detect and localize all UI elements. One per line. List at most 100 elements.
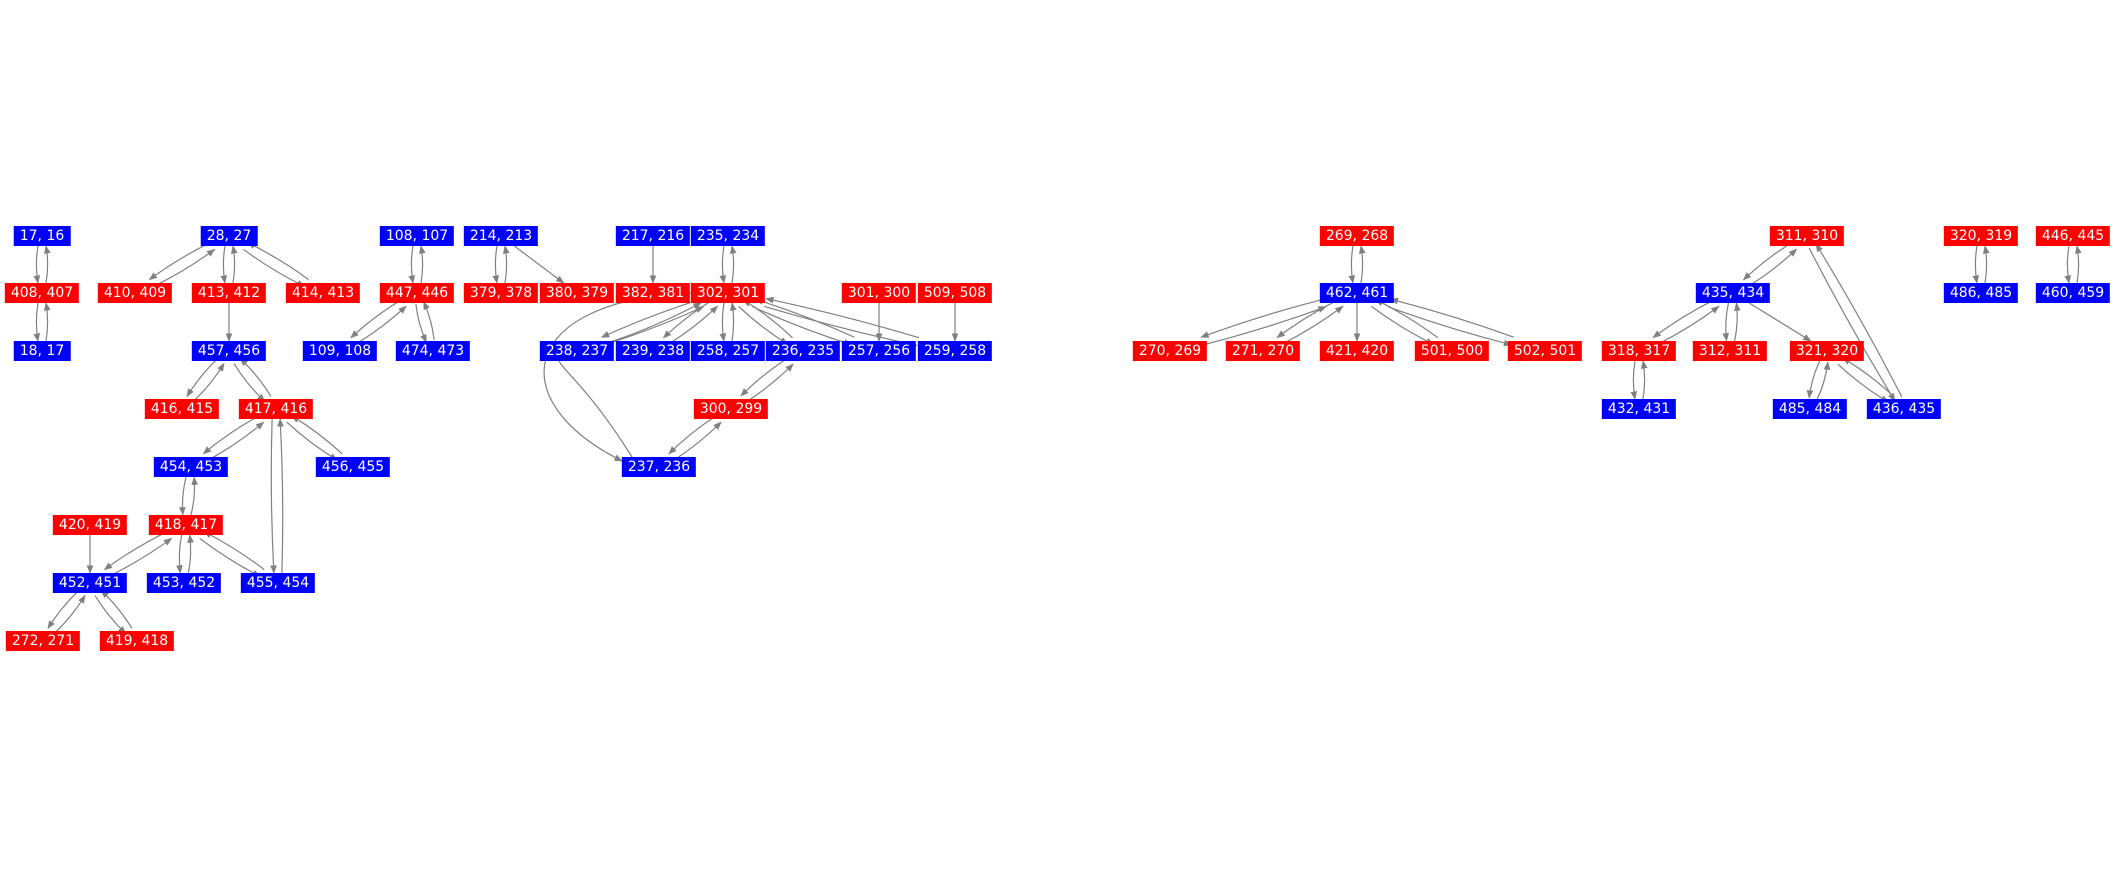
graph-edge	[350, 299, 402, 339]
graph-edge	[1841, 357, 1894, 397]
graph-node: 321, 320	[1789, 341, 1865, 361]
graph-edge	[270, 419, 277, 574]
graph-node: 455, 454	[240, 573, 316, 593]
graph-node: 239, 238	[615, 341, 691, 361]
graph-edge	[33, 245, 41, 284]
graph-node: 446, 445	[2035, 226, 2111, 246]
graph-node: 416, 415	[144, 399, 220, 419]
graph-edge	[742, 299, 793, 339]
graph-edge	[415, 303, 427, 343]
graph-edge	[1203, 306, 1327, 346]
graph-edge	[418, 245, 426, 284]
graph-node: 462, 461	[1319, 283, 1395, 303]
graph-node: 453, 452	[146, 573, 222, 593]
graph-edge	[1808, 247, 1896, 402]
graph-edge	[239, 357, 272, 397]
graph-node: 312, 311	[1692, 341, 1768, 361]
graph-node: 18, 17	[13, 341, 71, 361]
graph-node: 258, 257	[690, 341, 766, 361]
graph-edge	[108, 537, 173, 577]
graph-edge	[1652, 299, 1715, 339]
graph-edge	[43, 245, 51, 284]
graph-edge	[729, 302, 737, 342]
graph-edge	[719, 302, 727, 342]
graph-node: 452, 451	[52, 573, 128, 593]
graph-edge	[1972, 245, 1980, 284]
graph-edge	[1722, 302, 1730, 342]
graph-node: 269, 268	[1319, 226, 1395, 246]
graph-edge	[207, 421, 265, 461]
graph-node: 486, 485	[1943, 283, 2019, 303]
graph-edge	[233, 363, 266, 403]
graph-edge	[1374, 299, 1439, 339]
graph-node: 421, 420	[1319, 341, 1395, 361]
graph-edge	[192, 362, 225, 402]
graph-node: 214, 213	[463, 226, 539, 246]
graph-node: 318, 317	[1601, 341, 1677, 361]
graph-node: 380, 379	[539, 283, 615, 303]
graph-edge	[729, 245, 737, 284]
graph-node: 460, 459	[2035, 283, 2111, 303]
graph-node: 17, 16	[13, 226, 71, 246]
graph-edge	[1837, 363, 1890, 403]
graph-edge	[355, 305, 407, 345]
graph-edge	[408, 245, 416, 284]
graph-edge	[1276, 299, 1339, 339]
graph-node: 413, 412	[191, 283, 267, 303]
graph-node: 432, 431	[1601, 399, 1677, 419]
graph-edge	[1982, 245, 1990, 284]
graph-node: 237, 236	[621, 457, 697, 477]
graph-edge	[668, 415, 717, 455]
graph-node: 382, 381	[615, 283, 691, 303]
graph-edge	[246, 242, 309, 281]
graph-edge	[492, 245, 500, 284]
graph-node: 418, 417	[148, 515, 224, 535]
graph-edge	[47, 590, 80, 630]
graph-node: 271, 270	[1225, 341, 1301, 361]
graph-edge	[423, 301, 435, 341]
graph-edge	[176, 534, 183, 574]
graph-edge	[745, 363, 794, 403]
graph-node: 456, 455	[315, 457, 391, 477]
graph-node: 408, 407	[4, 283, 80, 303]
graph-node: 259, 258	[917, 341, 993, 361]
graph-edge	[1748, 302, 1812, 342]
graph-edge	[1200, 298, 1324, 338]
graph-edge	[277, 418, 284, 573]
graph-node: 109, 108	[302, 341, 378, 361]
graph-edge	[1816, 361, 1831, 401]
graph-edge	[1348, 245, 1356, 284]
graph-node: 236, 235	[765, 341, 841, 361]
graph-node: 235, 234	[690, 226, 766, 246]
graph-edge	[1806, 359, 1821, 399]
graph-edge	[1630, 360, 1638, 400]
graph-edge	[502, 245, 510, 284]
graph-node: 272, 271	[5, 631, 81, 651]
graph-edge	[153, 248, 216, 287]
graph-edge	[186, 358, 219, 398]
graph-node: 379, 378	[463, 283, 539, 303]
graph-node: 28, 27	[200, 226, 258, 246]
graph-node: 502, 501	[1507, 341, 1583, 361]
graph-edge	[148, 242, 211, 281]
graph-edge	[719, 245, 727, 284]
graph-node: 509, 508	[917, 283, 993, 303]
graph-node: 419, 418	[99, 631, 175, 651]
graph-edge	[1388, 306, 1513, 347]
graph-edge	[2064, 245, 2072, 284]
graph-edge	[190, 476, 199, 516]
graph-edge	[765, 296, 920, 339]
graph-edge	[513, 245, 565, 284]
graph-node: 417, 416	[238, 399, 314, 419]
graph-node: 454, 453	[153, 457, 229, 477]
graph-node: 410, 409	[97, 283, 173, 303]
graph-edge	[1815, 243, 1903, 398]
graph-node: 311, 310	[1769, 226, 1845, 246]
graph-edge	[230, 245, 238, 284]
graph-edge	[178, 476, 187, 516]
graph-node: 270, 269	[1132, 341, 1208, 361]
graph-edge	[1748, 248, 1798, 287]
graph-node: 301, 300	[841, 283, 917, 303]
graph-node: 414, 413	[285, 283, 361, 303]
